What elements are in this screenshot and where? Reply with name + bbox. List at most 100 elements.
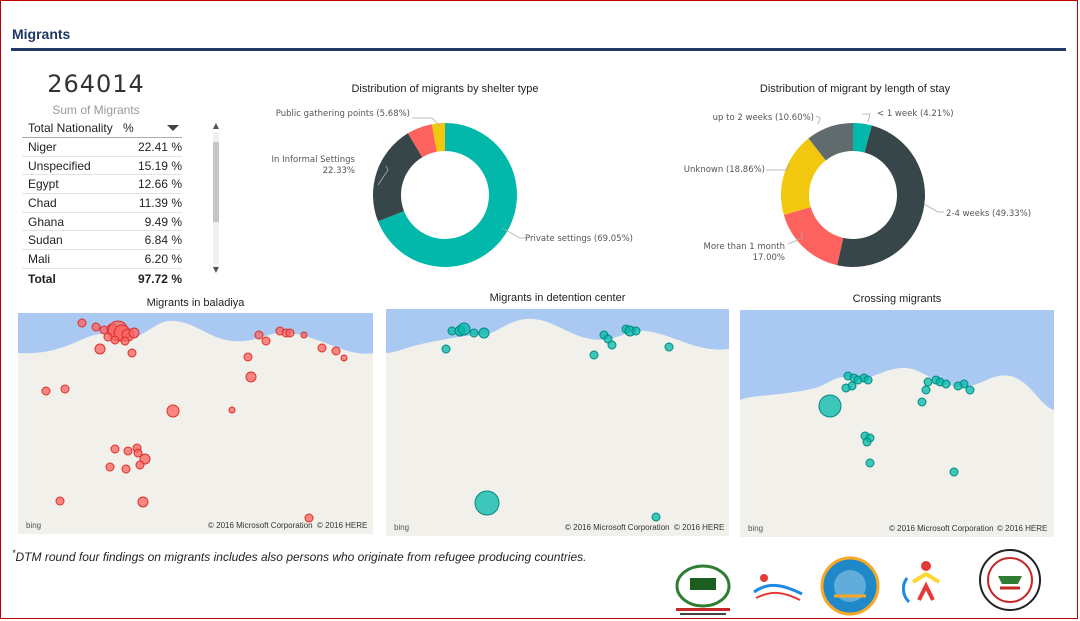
map-marker[interactable] bbox=[254, 330, 264, 340]
map-marker[interactable] bbox=[317, 343, 327, 353]
map-marker[interactable] bbox=[941, 379, 951, 389]
row-nationality: Chad bbox=[28, 195, 57, 210]
map-marker[interactable] bbox=[243, 352, 253, 362]
map-marker[interactable] bbox=[285, 328, 295, 338]
row-percent: 6.20 % bbox=[144, 251, 182, 266]
map-crossing-canvas[interactable] bbox=[740, 310, 1054, 537]
map-marker[interactable] bbox=[818, 394, 842, 418]
map-marker[interactable] bbox=[631, 326, 641, 336]
map-marker[interactable] bbox=[123, 446, 133, 456]
map-marker[interactable] bbox=[651, 512, 661, 522]
map-marker[interactable] bbox=[457, 322, 471, 336]
map-baladiya[interactable]: bing © 2016 Microsoft Corporation © 2016… bbox=[18, 313, 373, 534]
map-marker[interactable] bbox=[41, 386, 51, 396]
map-marker[interactable] bbox=[664, 342, 674, 352]
map-marker[interactable] bbox=[77, 318, 87, 328]
map-marker[interactable] bbox=[953, 381, 963, 391]
map-marker[interactable] bbox=[228, 406, 236, 414]
map-marker[interactable] bbox=[862, 437, 872, 447]
map-marker[interactable] bbox=[110, 444, 120, 454]
donut-slice-public-gathering-points[interactable] bbox=[407, 124, 437, 158]
table-total-row: Total 97.72 % bbox=[22, 269, 182, 289]
map-marker[interactable] bbox=[127, 348, 137, 358]
sort-descending-icon[interactable] bbox=[167, 125, 179, 131]
title-divider bbox=[11, 48, 1066, 51]
map-crossing-title: Crossing migrants bbox=[852, 293, 942, 305]
map-marker[interactable] bbox=[137, 496, 149, 508]
table-row[interactable]: Ghana 9.49 % bbox=[22, 213, 182, 232]
map-marker[interactable] bbox=[478, 327, 490, 339]
map-marker[interactable] bbox=[166, 404, 180, 418]
table-row[interactable]: Niger 22.41 % bbox=[22, 138, 182, 157]
kpi-value: 264014 bbox=[47, 70, 145, 98]
label-informal-settings: In Informal Settings bbox=[271, 155, 355, 165]
nationality-table[interactable]: Total Nationality % Niger 22.41 % Unspeci… bbox=[22, 119, 182, 289]
map-marker[interactable] bbox=[300, 331, 308, 339]
donut-slice-more-than-1-month[interactable] bbox=[783, 207, 844, 266]
map-marker[interactable] bbox=[103, 332, 113, 342]
row-nationality: Unspecified bbox=[28, 158, 91, 173]
map-marker[interactable] bbox=[261, 336, 271, 346]
map-marker[interactable] bbox=[55, 496, 65, 506]
map-marker[interactable] bbox=[921, 385, 931, 395]
map-marker[interactable] bbox=[133, 448, 143, 458]
map-detention-canvas[interactable] bbox=[386, 309, 729, 536]
table-row[interactable]: Egypt 12.66 % bbox=[22, 175, 182, 195]
stay-chart-title: Distribution of migrant by length of sta… bbox=[759, 83, 951, 95]
table-scrollbar[interactable]: ▲ ▼ bbox=[212, 122, 220, 274]
map-marker[interactable] bbox=[841, 383, 851, 393]
table-row[interactable]: Chad 11.39 % bbox=[22, 194, 182, 213]
row-percent: 6.84 % bbox=[144, 233, 182, 248]
map-marker[interactable] bbox=[128, 327, 140, 339]
map-marker[interactable] bbox=[607, 340, 617, 350]
map-marker[interactable] bbox=[304, 513, 314, 523]
map-marker[interactable] bbox=[863, 375, 873, 385]
map-marker[interactable] bbox=[474, 490, 500, 516]
donut-slice-unknown[interactable] bbox=[781, 138, 826, 215]
footnote-mark: * bbox=[12, 548, 16, 558]
map-marker[interactable] bbox=[120, 336, 130, 346]
map-marker[interactable] bbox=[60, 384, 70, 394]
donut-slice-2-4-weeks[interactable] bbox=[837, 125, 925, 267]
table-row[interactable]: Unspecified 15.19 % bbox=[22, 157, 182, 176]
column-header-nationality[interactable]: Total Nationality bbox=[28, 121, 113, 135]
shelter-donut-chart[interactable] bbox=[360, 110, 530, 280]
map-marker[interactable] bbox=[94, 343, 106, 355]
donut-slice-up-to-2-weeks[interactable] bbox=[808, 123, 853, 161]
scroll-thumb[interactable] bbox=[213, 142, 219, 222]
map-marker[interactable] bbox=[91, 322, 101, 332]
donut-slice-private-settings[interactable] bbox=[377, 123, 517, 267]
stay-donut-chart[interactable] bbox=[768, 110, 938, 280]
scroll-down-icon[interactable]: ▼ bbox=[212, 265, 220, 274]
map-marker[interactable] bbox=[965, 385, 975, 395]
map-marker[interactable] bbox=[105, 462, 115, 472]
label-less-1-week: < 1 week (4.21%) bbox=[877, 109, 954, 119]
map-marker[interactable] bbox=[949, 467, 959, 477]
table-row[interactable]: Mali 6.20 % bbox=[22, 250, 182, 269]
map-detention[interactable]: bing © 2016 Microsoft Corporation © 2016… bbox=[386, 309, 729, 536]
map-marker[interactable] bbox=[469, 328, 479, 338]
map-baladiya-canvas[interactable] bbox=[18, 313, 373, 534]
map-marker[interactable] bbox=[245, 371, 257, 383]
map-marker[interactable] bbox=[923, 377, 933, 387]
column-header-percent[interactable]: % bbox=[123, 121, 134, 135]
donut-slice--1-week[interactable] bbox=[853, 123, 872, 153]
map-marker[interactable] bbox=[441, 344, 451, 354]
map-marker[interactable] bbox=[589, 350, 599, 360]
table-row[interactable]: Sudan 6.84 % bbox=[22, 231, 182, 251]
map-crossing[interactable]: bing © 2016 Microsoft Corporation © 2016… bbox=[740, 310, 1054, 537]
donut-slice-other[interactable] bbox=[431, 123, 445, 152]
donut-slice-in-informal-settings[interactable] bbox=[373, 133, 423, 222]
partner-logo-1 bbox=[675, 564, 731, 615]
scroll-up-icon[interactable]: ▲ bbox=[212, 121, 220, 130]
label-public-gathering: Public gathering points (5.68%) bbox=[275, 109, 410, 119]
map-marker[interactable] bbox=[331, 346, 341, 356]
map-marker[interactable] bbox=[121, 464, 131, 474]
label-more-than-1-month: More than 1 month bbox=[703, 242, 786, 252]
map-marker[interactable] bbox=[135, 460, 145, 470]
map-marker[interactable] bbox=[917, 397, 927, 407]
map-marker[interactable] bbox=[340, 354, 348, 362]
map-marker[interactable] bbox=[865, 458, 875, 468]
bing-logo: bing bbox=[748, 524, 764, 533]
